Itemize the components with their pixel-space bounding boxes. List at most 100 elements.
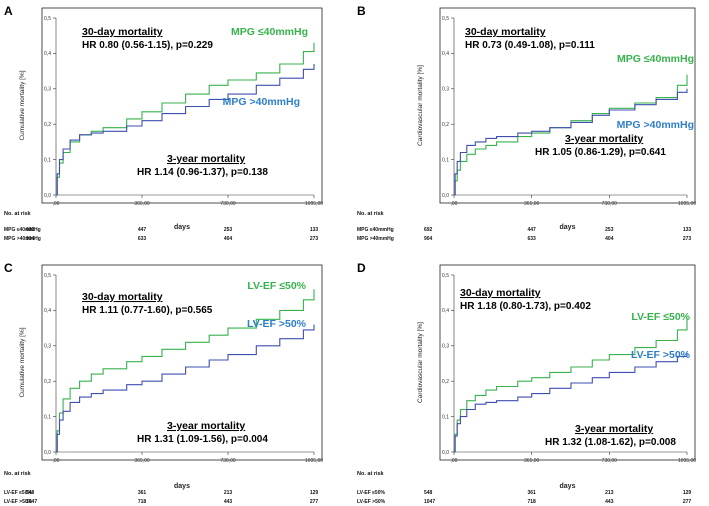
plot-frame bbox=[41, 7, 323, 204]
y-tick-label: 0,2 bbox=[44, 122, 51, 128]
y-tick-label: 0,3 bbox=[44, 87, 51, 93]
y-tick-label: 0,2 bbox=[44, 379, 51, 385]
series-label-group-1: MPG ≤40mmHg bbox=[617, 53, 694, 65]
plot-frame bbox=[439, 264, 696, 461]
panel-d: D 0,0 0,1 0,2 0,3 0,4 0,5 ,00 365,00 730,00 1095,0… bbox=[357, 261, 696, 505]
risk-value: 447 bbox=[138, 227, 147, 233]
annotation-3year-title: 3-year mortality bbox=[565, 133, 643, 145]
y-tick-label: 0,3 bbox=[442, 87, 449, 93]
x-tick-label: 1095,00 bbox=[305, 201, 323, 207]
series-label-group-1: LV-EF ≤50% bbox=[631, 311, 690, 323]
panel-letter: B bbox=[357, 4, 366, 18]
risk-value: 133 bbox=[310, 227, 319, 233]
annotation-30day-title: 30-day mortality bbox=[465, 26, 546, 38]
risk-value: 253 bbox=[224, 227, 233, 233]
y-tick-label: 0,3 bbox=[44, 344, 51, 350]
y-tick-label: 0,1 bbox=[442, 157, 449, 163]
annotation-3year-title: 3-year mortality bbox=[575, 423, 653, 435]
risk-value: 633 bbox=[138, 236, 147, 242]
risk-value: 548 bbox=[26, 490, 35, 496]
series-line-group-2 bbox=[454, 88, 688, 196]
risk-row-label: MPG ≤40mmHg bbox=[4, 227, 41, 233]
risk-value: 718 bbox=[138, 499, 147, 505]
x-tick-label: 365,00 bbox=[134, 458, 150, 464]
risk-row-label: MPG ≤40mmHg bbox=[357, 227, 394, 233]
panel-letter: A bbox=[4, 4, 13, 18]
risk-table-title: No. at risk bbox=[4, 471, 32, 477]
series-line-group-2 bbox=[56, 64, 315, 196]
annotation-30day-stat: HR 1.11 (0.77-1.60), p=0.565 bbox=[82, 305, 213, 316]
series-label-group-2: LV-EF >50% bbox=[631, 349, 691, 361]
panel-a: A 0,0 0,1 0,2 0,3 0,4 0,5 ,00 365,00 730,00 1095,0… bbox=[4, 4, 323, 242]
risk-value: 253 bbox=[605, 227, 614, 233]
x-axis-label: days bbox=[174, 224, 190, 231]
risk-value: 277 bbox=[310, 499, 319, 505]
series-line-group-1 bbox=[56, 289, 315, 453]
risk-value: 1047 bbox=[424, 499, 435, 505]
y-axis-label: Cumulative mortality [%] bbox=[19, 70, 26, 140]
risk-value: 133 bbox=[683, 227, 692, 233]
y-tick-label: 0,4 bbox=[44, 51, 51, 57]
y-axis-label: Cardiovascular mortality [%] bbox=[417, 65, 424, 146]
annotation-30day-stat: HR 1.18 (0.80-1.73), p=0.402 bbox=[460, 301, 591, 312]
y-tick-label: 0,1 bbox=[44, 414, 51, 420]
annotation-30day-title: 30-day mortality bbox=[82, 291, 163, 303]
x-tick-label: 365,00 bbox=[134, 201, 150, 207]
series-label-group-2: MPG >40mmHg bbox=[223, 96, 300, 108]
risk-table-title: No. at risk bbox=[357, 471, 385, 477]
risk-row-label: LV-EF ≤50% bbox=[357, 490, 385, 496]
risk-value: 213 bbox=[605, 490, 614, 496]
risk-value: 718 bbox=[527, 499, 536, 505]
annotation-30day-stat: HR 0.80 (0.56-1.15), p=0.229 bbox=[82, 40, 213, 51]
plot-frame bbox=[41, 264, 323, 461]
y-tick-label: 0,5 bbox=[44, 273, 51, 279]
y-tick-label: 0,5 bbox=[44, 16, 51, 22]
x-tick-label: 1095,00 bbox=[305, 458, 323, 464]
x-tick-label: 1095,00 bbox=[678, 458, 696, 464]
series-label-group-2: LV-EF >50% bbox=[247, 318, 307, 330]
risk-value: 273 bbox=[310, 236, 319, 242]
x-tick-label: 730,00 bbox=[220, 201, 236, 207]
risk-row-label: MPG >40mmHg bbox=[4, 236, 41, 242]
x-tick-label: 365,00 bbox=[524, 201, 540, 207]
risk-row-label: LV-EF >50% bbox=[357, 499, 386, 505]
risk-value: 404 bbox=[224, 236, 233, 242]
risk-value: 443 bbox=[224, 499, 233, 505]
panel-b: B 0,0 0,1 0,2 0,3 0,4 0,5 ,00 365,00 730,00 1095,0… bbox=[357, 4, 696, 242]
y-tick-label: 0,5 bbox=[442, 273, 449, 279]
x-tick-label: 730,00 bbox=[602, 458, 618, 464]
y-tick-label: 0,1 bbox=[442, 414, 449, 420]
risk-value: 361 bbox=[138, 490, 147, 496]
y-tick-label: 0,2 bbox=[442, 122, 449, 128]
annotation-3year-title: 3-year mortality bbox=[167, 153, 245, 165]
y-tick-label: 0,4 bbox=[442, 51, 449, 57]
annotation-30day-stat: HR 0.73 (0.49-1.08), p=0.111 bbox=[465, 40, 595, 51]
risk-value: 129 bbox=[310, 490, 319, 496]
x-tick-label: ,00 bbox=[53, 458, 60, 464]
risk-value: 443 bbox=[605, 499, 614, 505]
series-label-group-1: MPG ≤40mmHg bbox=[231, 26, 308, 38]
risk-row-label: MPG >40mmHg bbox=[357, 236, 394, 242]
series-label-group-2: MPG >40mmHg bbox=[617, 119, 694, 131]
series-label-group-1: LV-EF ≤50% bbox=[247, 280, 306, 292]
x-axis-label: days bbox=[560, 483, 576, 490]
annotation-30day-title: 30-day mortality bbox=[82, 26, 163, 38]
x-axis-label: days bbox=[174, 483, 190, 490]
panel-letter: D bbox=[357, 261, 366, 275]
series-line-group-1 bbox=[454, 74, 688, 196]
y-tick-label: 0,1 bbox=[44, 157, 51, 163]
x-tick-label: 730,00 bbox=[602, 201, 618, 207]
annotation-3year-title: 3-year mortality bbox=[167, 420, 245, 432]
risk-row-label: LV-EF ≤50% bbox=[4, 490, 32, 496]
risk-value: 548 bbox=[424, 490, 433, 496]
annotation-3year-stat: HR 1.32 (1.08-1.62), p=0.008 bbox=[545, 437, 676, 448]
risk-value: 404 bbox=[605, 236, 614, 242]
panel-c: C 0,0 0,1 0,2 0,3 0,4 0,5 ,00 365,00 730,00 1095,0… bbox=[4, 261, 323, 505]
y-axis-label: Cumulative mortality [%] bbox=[19, 327, 26, 397]
series-line-group-2 bbox=[56, 324, 315, 453]
risk-table-title: No. at risk bbox=[4, 211, 32, 217]
y-tick-label: 0,5 bbox=[442, 16, 449, 22]
x-tick-label: 1095,00 bbox=[678, 201, 696, 207]
risk-value: 633 bbox=[527, 236, 536, 242]
